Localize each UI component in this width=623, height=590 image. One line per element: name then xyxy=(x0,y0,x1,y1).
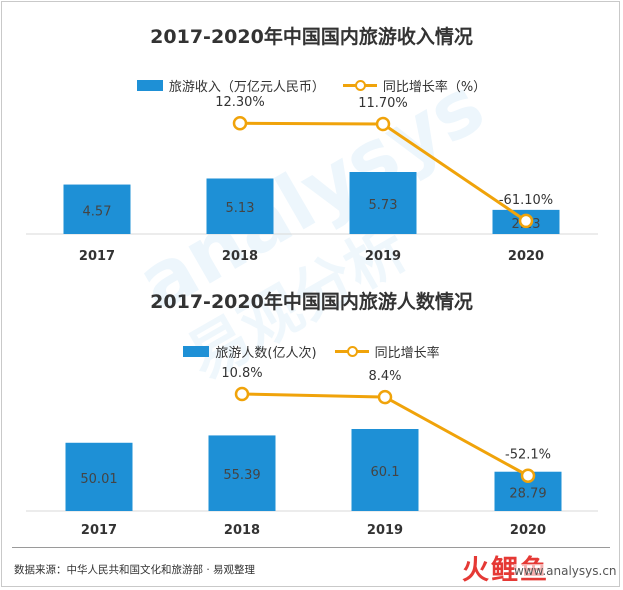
data-source: 数据来源：中华人民共和国文化和旅游部 · 易观整理 xyxy=(14,564,256,576)
growth-rate-point xyxy=(234,386,250,402)
legend-line-swatch xyxy=(342,80,377,91)
chart-2-legend: 旅游人数(亿人次) 同比增长率 xyxy=(0,342,623,361)
x-tick-label: 2018 xyxy=(224,523,260,538)
legend-item-bar: 旅游人数(亿人次) xyxy=(183,342,317,361)
growth-rate-label: 10.8% xyxy=(221,366,262,381)
growth-rate-label: -52.1% xyxy=(505,448,551,463)
bar xyxy=(351,429,419,511)
chart-1-legend: 旅游收入（万亿元人民币） 同比增长率（%） xyxy=(0,76,623,95)
bar-value-label: 28.79 xyxy=(509,486,546,501)
bar-value-label: 50.01 xyxy=(80,472,117,487)
legend-item-bar: 旅游收入（万亿元人民币） xyxy=(136,76,325,95)
bar-value-label: 4.57 xyxy=(83,204,112,219)
growth-rate-label: -61.10% xyxy=(499,193,553,208)
legend-line-swatch xyxy=(334,346,369,357)
growth-rate-point xyxy=(375,116,391,132)
growth-rate-label: 8.4% xyxy=(368,369,401,384)
legend-item-line: 同比增长率（%） xyxy=(342,76,487,95)
x-tick-label: 2020 xyxy=(510,523,546,538)
bar-value-label: 60.1 xyxy=(371,465,400,480)
chart-1-title: 2017-2020年中国国内旅游收入情况 xyxy=(150,26,473,48)
legend-bar-label: 旅游收入（万亿元人民币） xyxy=(168,80,325,95)
x-tick-label: 2017 xyxy=(79,249,115,264)
x-tick-label: 2020 xyxy=(508,249,544,264)
x-tick-label: 2019 xyxy=(367,523,403,538)
legend-bar-label: 旅游人数(亿人次) xyxy=(215,346,317,361)
chart-2-title: 2017-2020年中国国内旅游人数情况 xyxy=(150,291,473,313)
growth-rate-label: 12.30% xyxy=(215,95,265,110)
bar xyxy=(206,178,274,234)
x-tick-label: 2019 xyxy=(365,249,401,264)
growth-rate-label: 11.70% xyxy=(358,96,408,111)
chart-1-plot: 4.5720175.1320185.7320192.23202012.30%11… xyxy=(26,95,598,264)
bar-value-label: 5.73 xyxy=(369,198,398,213)
bar xyxy=(349,172,417,234)
chart-2-plot: 50.01 2017 55.39 2018 60.1 2019 28.79 2020 10.8%… xyxy=(26,366,598,538)
legend-line-label: 同比增长率 xyxy=(374,346,440,361)
footer-divider xyxy=(12,547,610,548)
growth-rate-point xyxy=(520,468,536,483)
growth-rate-point xyxy=(518,213,534,229)
bar-value-label: 55.39 xyxy=(223,468,260,483)
x-tick-label: 2017 xyxy=(81,523,117,538)
x-tick-label: 2018 xyxy=(222,249,258,264)
brand-logo: 火鲤鱼 www.analysys.cn xyxy=(462,548,617,587)
legend-line-label: 同比增长率（%） xyxy=(382,80,487,95)
growth-rate-point xyxy=(232,115,248,131)
bar xyxy=(208,435,276,511)
bar-value-label: 5.13 xyxy=(226,201,255,216)
logo-url: www.analysys.cn xyxy=(514,564,617,578)
growth-rate-point xyxy=(377,389,393,405)
bar xyxy=(63,184,131,234)
legend-item-line: 同比增长率 xyxy=(334,342,440,361)
bar xyxy=(65,442,133,511)
legend-bar-swatch xyxy=(183,346,210,357)
legend-bar-swatch xyxy=(136,80,163,91)
